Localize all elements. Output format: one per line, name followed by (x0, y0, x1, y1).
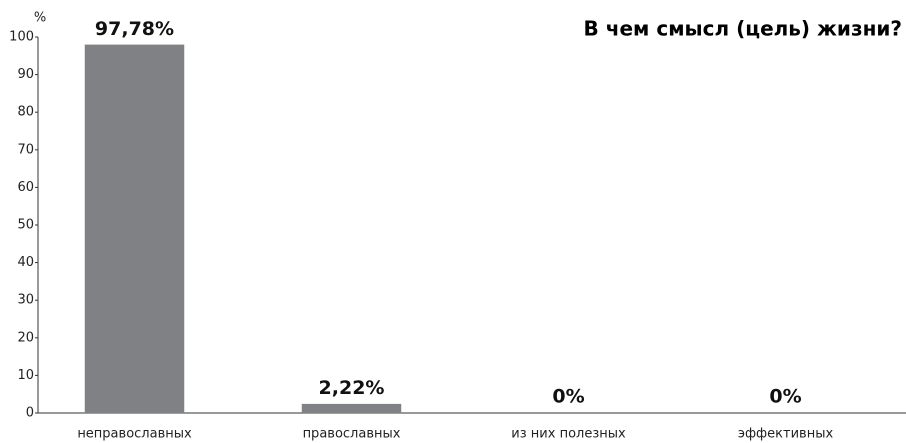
data-label: 97,78% (95, 18, 174, 40)
y-tick-label: 10 (17, 368, 34, 383)
y-tick-label: 0 (26, 406, 34, 421)
bar (301, 403, 402, 414)
data-label: 0% (552, 386, 584, 408)
y-tick-label: 100 (9, 30, 34, 45)
x-tick-label: эффективных (738, 427, 834, 442)
y-axis-label: % (34, 11, 46, 26)
chart-title: В чем смысл (цель) жизни? (584, 17, 902, 41)
y-tick-label: 40 (17, 255, 34, 270)
x-tick-label: из них полезных (511, 427, 626, 442)
y-tick-label: 70 (17, 142, 34, 157)
y-tick-label: 30 (17, 293, 34, 308)
y-tick-label: 20 (17, 330, 34, 345)
x-tick-label: неправославных (77, 427, 192, 442)
data-label: 0% (769, 386, 801, 408)
y-tick-label: 50 (17, 218, 34, 233)
bar (84, 44, 185, 414)
y-tick-label: 90 (17, 67, 34, 82)
y-tick-label: 80 (17, 105, 34, 120)
y-tick-label: 60 (17, 180, 34, 195)
data-label: 2,22% (319, 377, 385, 399)
x-tick-label: православных (303, 427, 401, 442)
